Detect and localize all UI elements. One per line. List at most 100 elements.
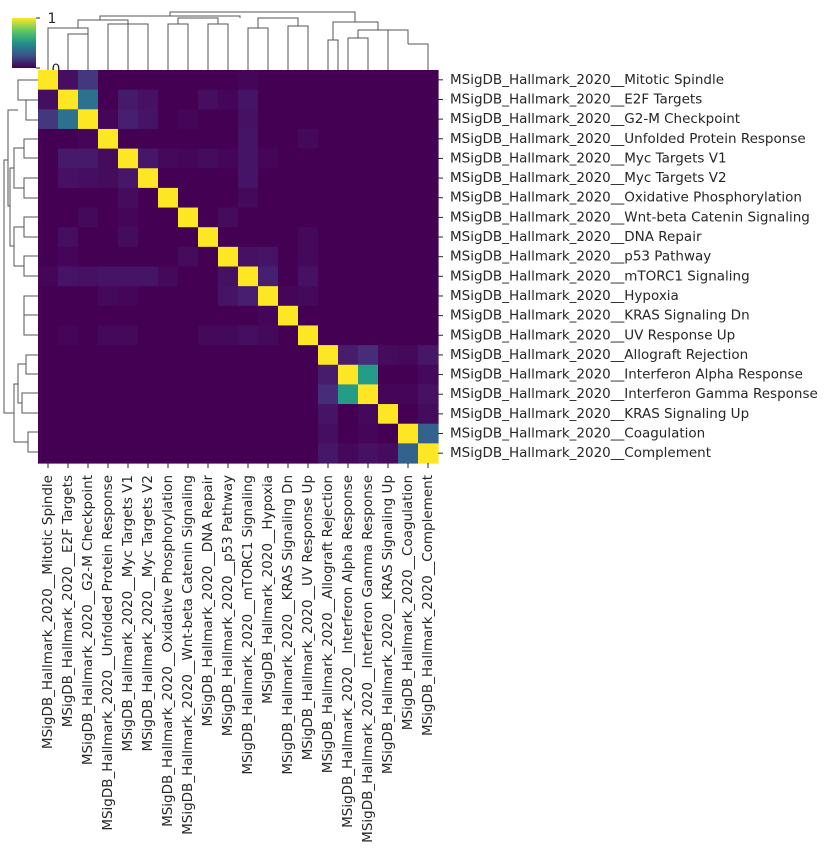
heatmap-cell bbox=[258, 305, 279, 327]
heatmap-cell bbox=[298, 128, 319, 150]
heatmap-cell bbox=[258, 443, 279, 464]
heatmap-cell bbox=[58, 70, 79, 91]
heatmap-cell bbox=[398, 404, 419, 425]
heatmap-cell bbox=[418, 227, 439, 248]
heatmap-cell bbox=[218, 89, 239, 110]
heatmap-cell bbox=[238, 109, 259, 130]
heatmap-cell bbox=[318, 305, 339, 327]
heatmap-cell bbox=[278, 187, 299, 209]
heatmap-cell bbox=[338, 325, 359, 346]
heatmap-cell bbox=[338, 109, 359, 130]
heatmap-cell bbox=[298, 168, 319, 189]
colorbar-gradient bbox=[12, 18, 36, 68]
heatmap-cell bbox=[278, 305, 299, 327]
heatmap-cell bbox=[318, 345, 339, 366]
heatmap-cell bbox=[58, 168, 79, 189]
row-tick-label: MSigDB_Hallmark_2020__Unfolded Protein R… bbox=[450, 131, 806, 147]
heatmap-cell bbox=[298, 286, 319, 307]
heatmap-cell bbox=[218, 384, 239, 405]
heatmap-cell bbox=[58, 345, 79, 366]
heatmap-cell bbox=[118, 384, 139, 405]
heatmap-cell bbox=[138, 345, 159, 366]
heatmap-cell bbox=[378, 286, 399, 307]
heatmap-cell bbox=[98, 246, 119, 268]
heatmap-cell bbox=[418, 364, 439, 385]
heatmap-cell bbox=[318, 109, 339, 130]
heatmap-cells bbox=[38, 70, 439, 464]
heatmap-cell bbox=[298, 109, 319, 130]
heatmap-cell bbox=[218, 128, 239, 150]
heatmap-cell bbox=[218, 404, 239, 425]
heatmap-cell bbox=[138, 227, 159, 248]
heatmap-cell bbox=[298, 89, 319, 110]
heatmap-cell bbox=[138, 207, 159, 228]
heatmap-cell bbox=[78, 325, 99, 346]
column-tick-labels: MSigDB_Hallmark_2020__Mitotic Spindle MSi… bbox=[40, 463, 436, 843]
heatmap-cell bbox=[58, 266, 79, 287]
heatmap-cell bbox=[58, 384, 79, 405]
heatmap-cell bbox=[238, 305, 259, 327]
heatmap-cell bbox=[418, 404, 439, 425]
heatmap-cell bbox=[38, 89, 59, 110]
heatmap-cell bbox=[378, 227, 399, 248]
heatmap-cell bbox=[398, 168, 419, 189]
heatmap-cell bbox=[118, 364, 139, 385]
heatmap-cell bbox=[158, 404, 179, 425]
row-tick-label: MSigDB_Hallmark_2020__mTORC1 Signaling bbox=[450, 268, 750, 284]
heatmap-cell bbox=[98, 148, 119, 169]
heatmap-cell bbox=[138, 70, 159, 91]
row-tick-label: MSigDB_Hallmark_2020__DNA Repair bbox=[450, 229, 702, 245]
heatmap-cell bbox=[218, 423, 239, 444]
row-tick-label: MSigDB_Hallmark_2020__Wnt-beta Catenin S… bbox=[450, 209, 810, 225]
heatmap-cell bbox=[118, 168, 139, 189]
heatmap-cell bbox=[58, 423, 79, 444]
heatmap-cell bbox=[398, 286, 419, 307]
heatmap-cell bbox=[78, 109, 99, 130]
heatmap-cell bbox=[338, 246, 359, 268]
heatmap-cell bbox=[358, 109, 379, 130]
heatmap-cell bbox=[178, 70, 199, 91]
heatmap-cell bbox=[158, 168, 179, 189]
heatmap-cell bbox=[238, 128, 259, 150]
heatmap-cell bbox=[138, 325, 159, 346]
heatmap-cell bbox=[298, 384, 319, 405]
row-tick-label: MSigDB_Hallmark_2020__G2-M Checkpoint bbox=[450, 111, 740, 127]
heatmap-cell bbox=[258, 168, 279, 189]
row-tick-label: MSigDB_Hallmark_2020__Interferon Alpha R… bbox=[450, 367, 803, 383]
heatmap-cell bbox=[118, 89, 139, 110]
heatmap-cell bbox=[238, 286, 259, 307]
heatmap-cell bbox=[158, 384, 179, 405]
heatmap-cell bbox=[238, 345, 259, 366]
heatmap-cell bbox=[418, 207, 439, 228]
heatmap-cell bbox=[38, 305, 59, 327]
heatmap-cell bbox=[258, 227, 279, 248]
heatmap-cell bbox=[78, 384, 99, 405]
heatmap-cell bbox=[118, 443, 139, 464]
heatmap-cell bbox=[378, 364, 399, 385]
heatmap-cell bbox=[278, 364, 299, 385]
heatmap-cell bbox=[58, 364, 79, 385]
heatmap-cell bbox=[58, 286, 79, 307]
heatmap-cell bbox=[138, 443, 159, 464]
heatmap-cell bbox=[198, 345, 219, 366]
heatmap-cell bbox=[278, 128, 299, 150]
heatmap-cell bbox=[278, 207, 299, 228]
heatmap-cell bbox=[38, 128, 59, 150]
heatmap-cell bbox=[238, 443, 259, 464]
heatmap-cell bbox=[278, 89, 299, 110]
heatmap-cell bbox=[198, 325, 219, 346]
heatmap-cell bbox=[38, 148, 59, 169]
heatmap-cell bbox=[38, 404, 59, 425]
heatmap-cell bbox=[138, 266, 159, 287]
heatmap-cell bbox=[258, 404, 279, 425]
heatmap-cell bbox=[418, 128, 439, 150]
heatmap-cell bbox=[218, 227, 239, 248]
heatmap-cell bbox=[38, 70, 59, 91]
heatmap-cell bbox=[238, 384, 259, 405]
heatmap-cell bbox=[98, 286, 119, 307]
row-tick-label: MSigDB_Hallmark_2020__UV Response Up bbox=[450, 327, 735, 343]
heatmap-cell bbox=[258, 286, 279, 307]
heatmap-cell bbox=[298, 70, 319, 91]
heatmap-cell bbox=[358, 128, 379, 150]
heatmap-cell bbox=[398, 89, 419, 110]
